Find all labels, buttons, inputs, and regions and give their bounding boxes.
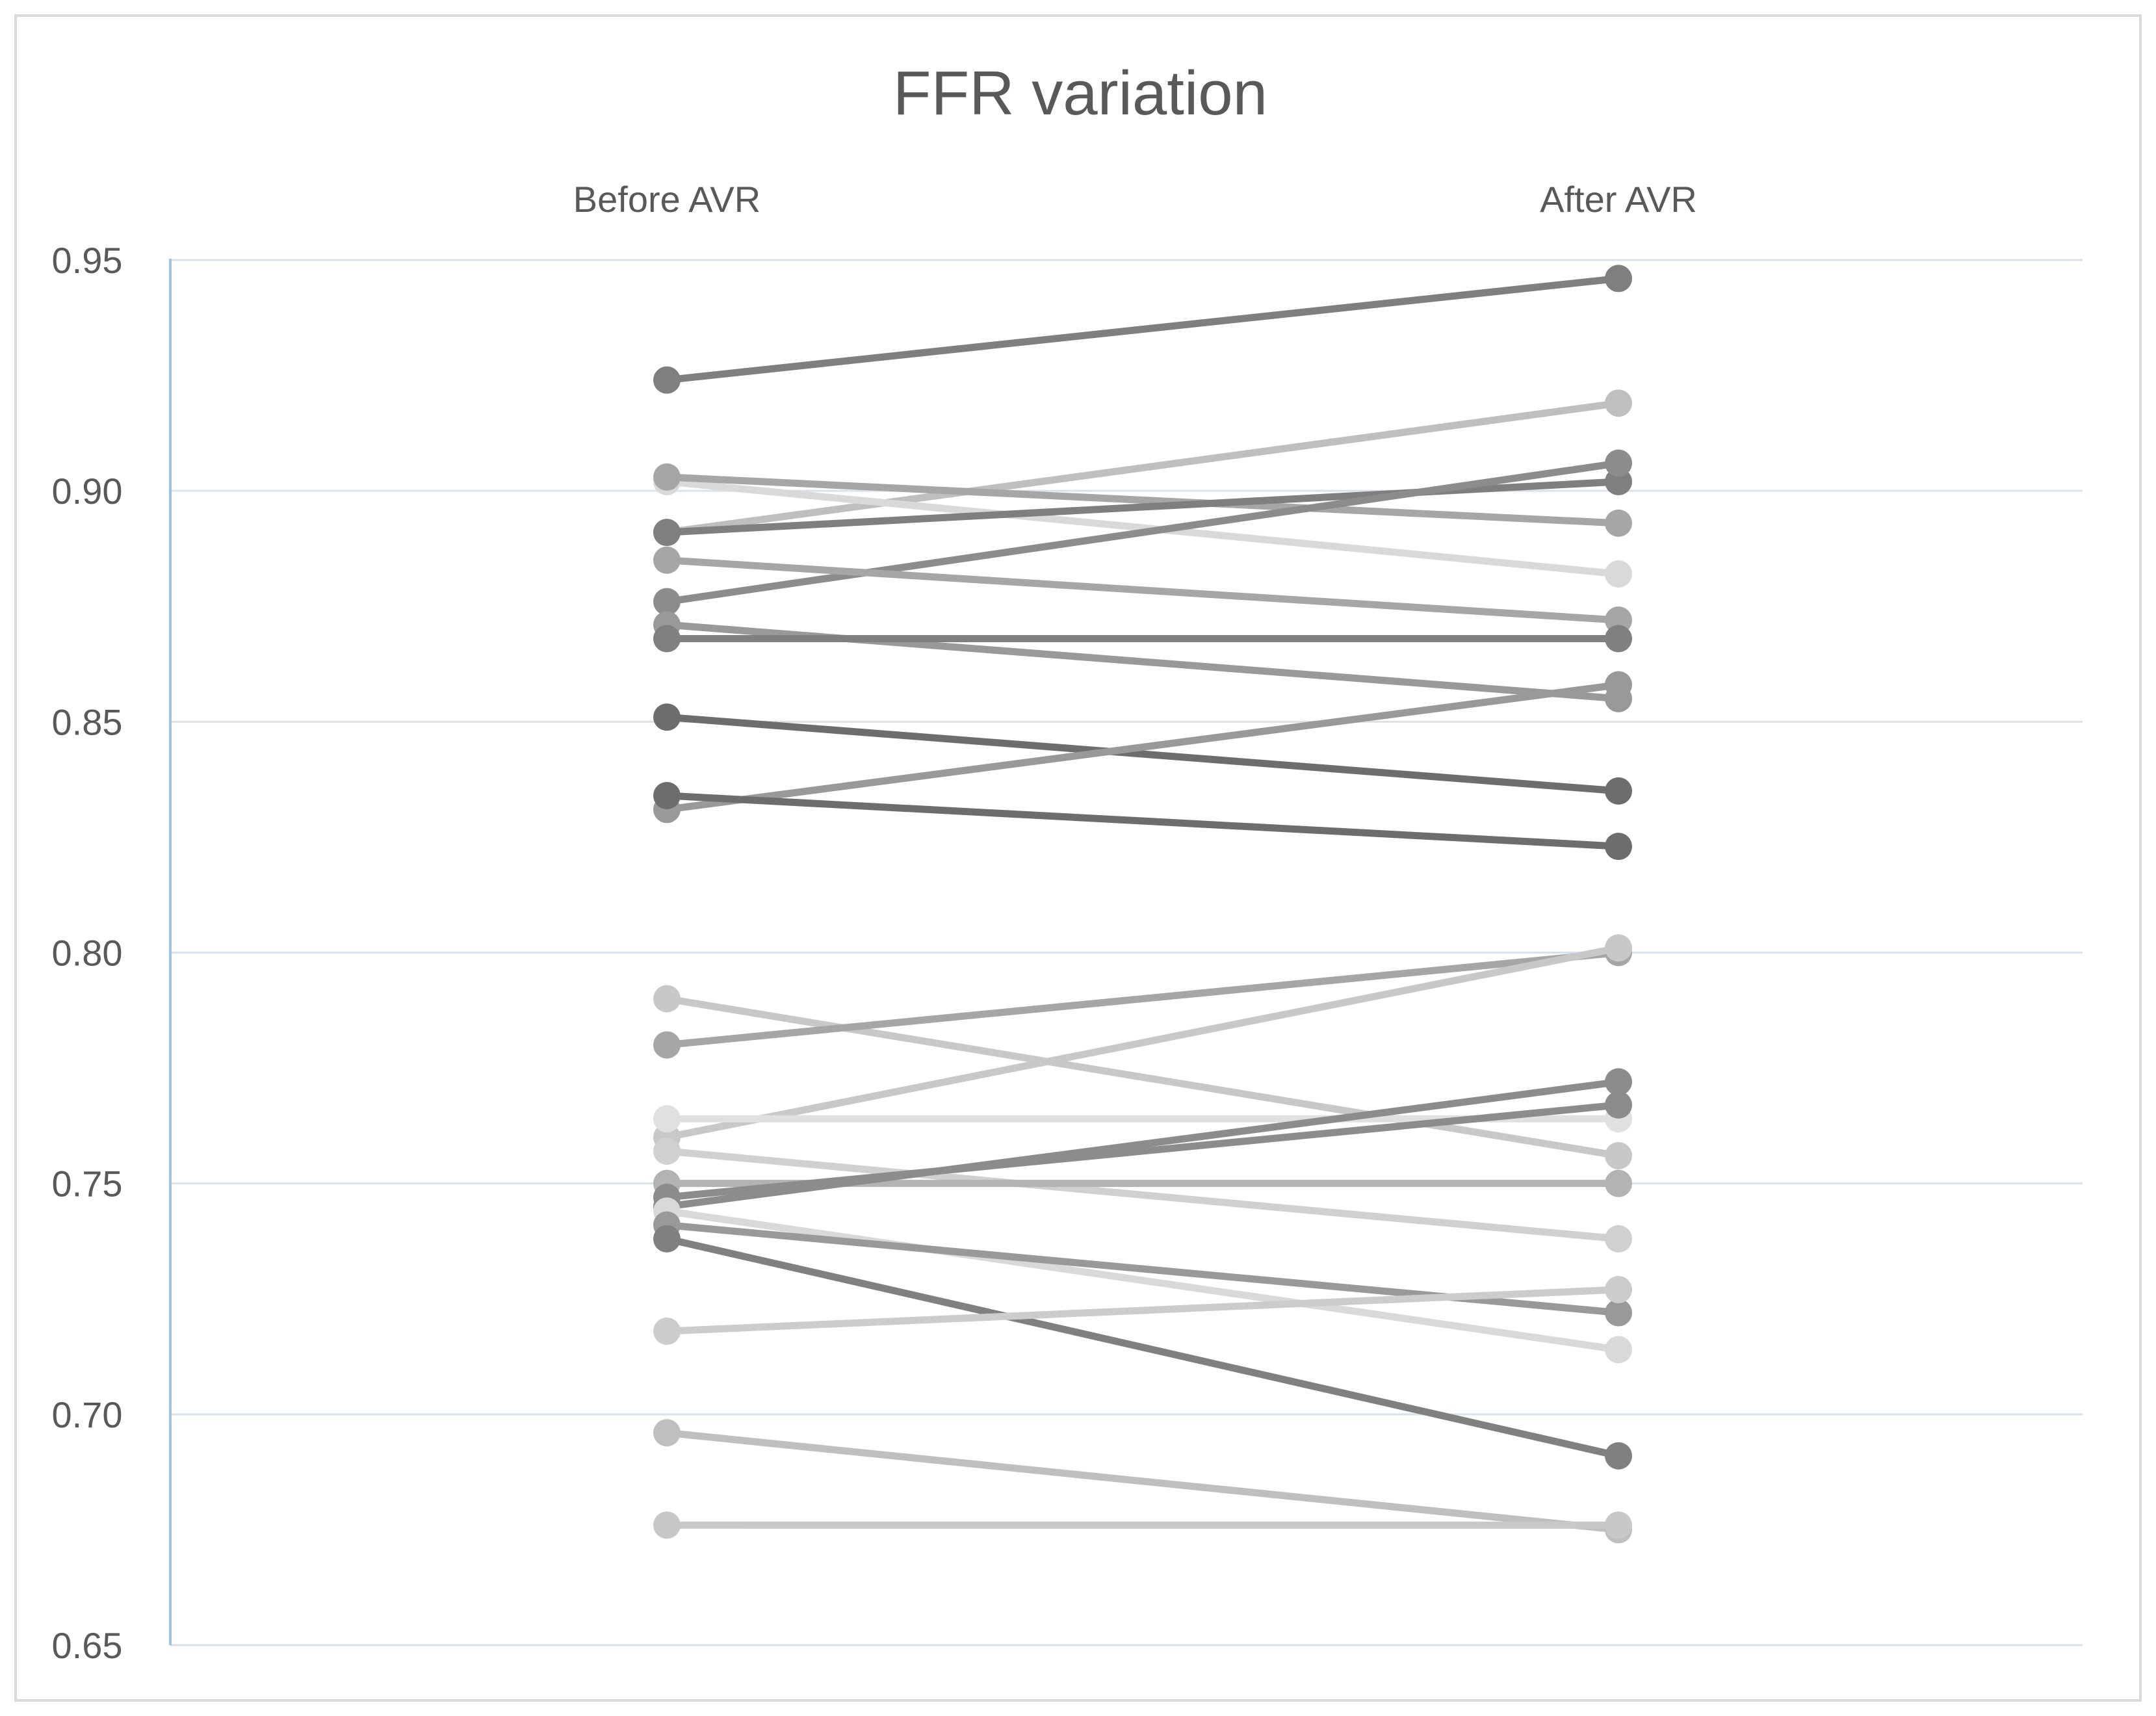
data-point [653,781,681,809]
series-segment [663,1207,1622,1353]
data-point [653,519,681,547]
series-line-24 [653,1276,1632,1345]
series-segment [663,460,1622,606]
series-line-12 [653,781,1632,861]
series-segment [663,399,1622,536]
data-point [653,1031,681,1059]
y-axis-ticks: 0.95 0.90 0.85 0.80 0.75 0.70 0.65 [52,240,123,1666]
data-point [653,366,681,394]
chart-canvas: FFR variation 0.950.900.850.800.750.700.… [52,58,2083,1666]
series-line-6 [653,449,1632,616]
data-point [653,588,681,616]
data-point [653,703,681,731]
series-line-10 [653,703,1632,805]
data-point [653,1511,681,1539]
data-point [1605,934,1632,962]
y-tick-label: 0.75 [52,1164,123,1204]
series-line-17 [653,1137,1632,1253]
series-line-9 [653,625,1632,653]
data-point [1605,833,1632,861]
y-tick-label: 0.90 [52,471,123,512]
category-label: Before AVR [573,179,760,220]
data-point [1605,1511,1632,1539]
data-point [1605,265,1632,292]
data-point [653,1419,681,1447]
series-segment [663,274,1622,384]
data-point [1605,625,1632,653]
series-line-26 [653,1511,1632,1539]
data-point [1605,560,1632,588]
series-segment [663,681,1622,813]
data-point [653,625,681,653]
series-segment [663,473,1622,527]
data-point [653,1137,681,1165]
data-point [653,546,681,574]
series-segment [663,1147,1622,1243]
series-segment [663,792,1622,850]
data-point [1605,389,1632,417]
y-tick-label: 0.85 [52,701,123,742]
y-tick-label: 0.70 [52,1394,123,1435]
data-point [1605,777,1632,805]
series-segment [663,556,1622,624]
data-point [1605,1276,1632,1304]
series-segment [663,995,1622,1160]
category-labels: Before AVR After AVR [573,179,1697,220]
series-segment [663,944,1622,1141]
chart-title: FFR variation [893,58,1267,128]
data-point [1605,1142,1632,1170]
series-segment [663,713,1622,795]
data-point [1605,1091,1632,1119]
series-segment [663,1235,1622,1460]
series-line-8 [653,611,1632,712]
data-point [1605,1225,1632,1253]
series-segment [663,1429,1622,1533]
y-tick-label: 0.95 [52,240,123,281]
series-segment [663,949,1622,1049]
data-point [1605,1336,1632,1364]
category-label: After AVR [1540,179,1697,220]
chart-area: FFR variation 0.95 0.90 0.85 0.80 0.75 0.70 0.… [14,14,2142,1702]
y-tick-label: 0.65 [52,1625,123,1666]
series-lines [653,265,1632,1544]
series-segment [663,1078,1622,1210]
data-point [1605,509,1632,537]
data-point [653,463,681,491]
data-point [653,985,681,1013]
series-segment [663,1101,1622,1201]
series-segment [663,478,1622,536]
data-point [653,1105,681,1133]
series-segment [663,1286,1622,1335]
series-line-1 [653,265,1632,394]
data-point [653,1317,681,1345]
series-line-23 [653,1225,1632,1470]
series-segment [663,478,1622,578]
data-point [1605,1442,1632,1470]
data-point [1605,1299,1632,1327]
series-line-4 [653,463,1632,537]
data-point [653,1225,681,1253]
data-point [1605,1068,1632,1096]
series-line-21 [653,1197,1632,1364]
data-point [1605,449,1632,477]
series-line-13 [653,985,1632,1170]
data-point [1605,1169,1632,1197]
y-tick-label: 0.80 [52,933,123,974]
data-point [1605,671,1632,699]
